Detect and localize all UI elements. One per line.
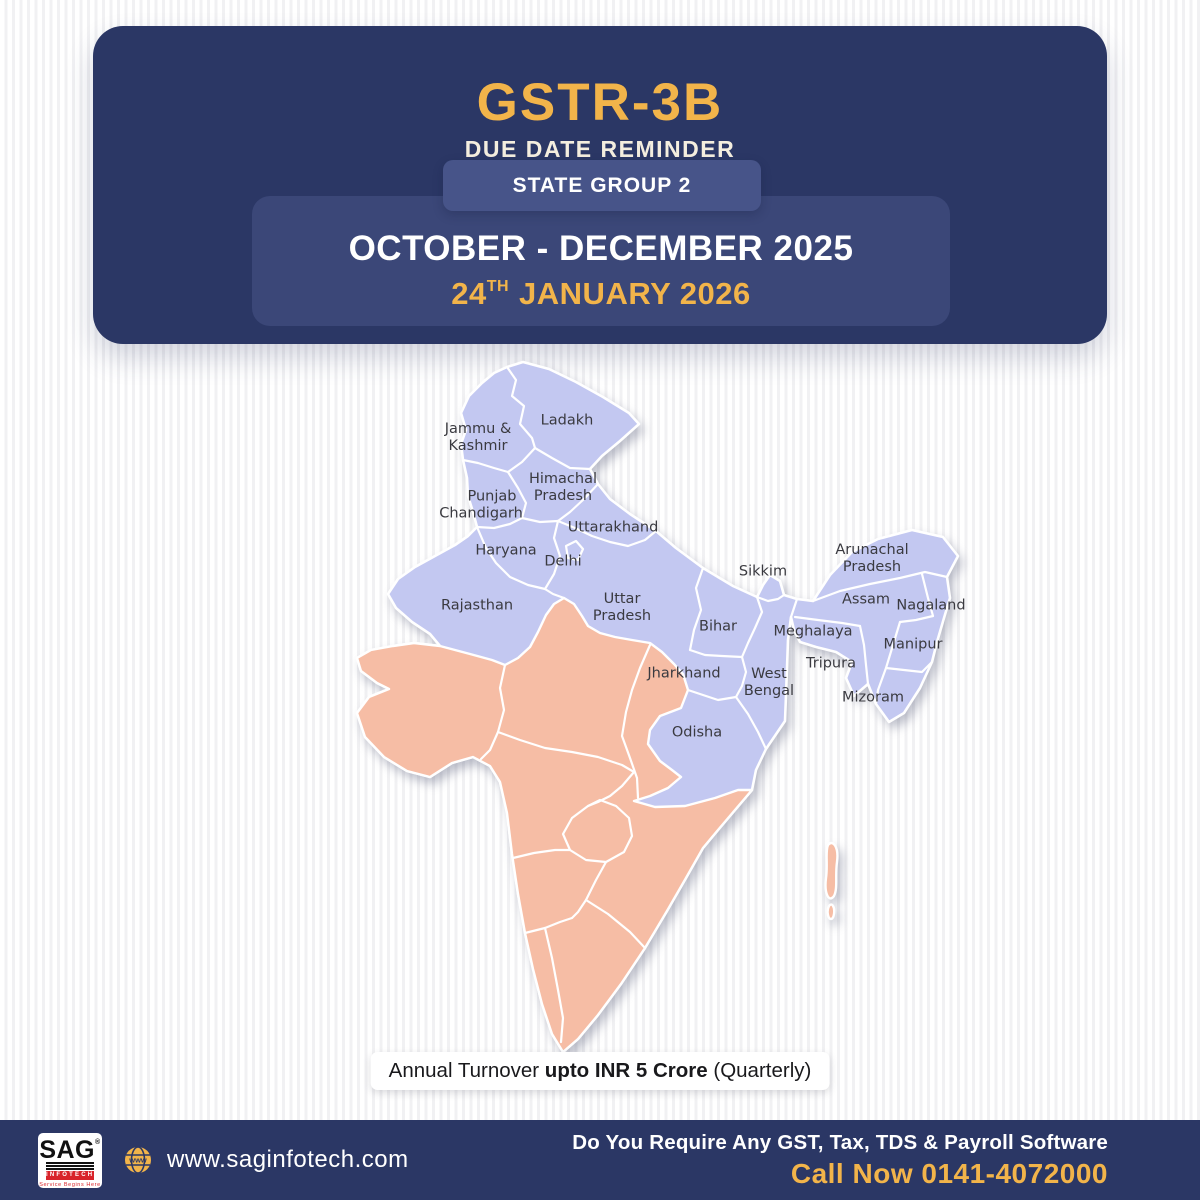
due-day: 24 [451,276,487,311]
registered-mark: ® [95,1139,101,1147]
due-date-panel: OCTOBER - DECEMBER 2025 24TH JANUARY 2026 [252,196,950,326]
due-date: 24TH JANUARY 2026 [252,276,950,312]
call-now-phone[interactable]: Call Now 0141-4072000 [790,1157,1108,1189]
logo-tagline: Service Begins Here [39,1181,101,1188]
logo-sag-text: SAG [39,1136,95,1165]
legend-suffix: (Quarterly) [707,1059,812,1082]
svg-text:www: www [128,1156,147,1165]
www-globe-icon: www [125,1146,151,1174]
due-day-suffix: TH [486,278,510,295]
footer-left: SAG® INFOTECH Service Begins Here www ww… [38,1132,409,1188]
other-states-region [355,596,754,1054]
filing-period: OCTOBER - DECEMBER 2025 [348,229,854,268]
footer-bar: SAG® INFOTECH Service Begins Here www ww… [0,1120,1200,1200]
due-month-year: JANUARY 2026 [519,276,751,311]
website-url[interactable]: www.saginfotech.com [167,1146,409,1173]
india-map-group [355,360,960,1054]
logo-wordmark: SAG® [39,1132,101,1165]
logo-infotech-bar: INFOTECH [46,1171,95,1181]
sag-infotech-logo: SAG® INFOTECH Service Begins Here [38,1132,102,1188]
logo-divider-lines [46,1162,94,1171]
state-borders-north [461,365,949,751]
footer-right: Do You Require Any GST, Tax, TDS & Payro… [572,1131,1108,1190]
state-group-badge: STATE GROUP 2 [443,160,761,211]
footer-question: Do You Require Any GST, Tax, TDS & Payro… [572,1130,1108,1154]
page-subtitle: DUE DATE REMINDER [464,136,736,162]
legend-highlight: upto INR 5 Crore [544,1059,708,1082]
header-card: GSTR-3B DUE DATE REMINDER OCTOBER - DECE… [93,26,1107,344]
page-title: GSTR-3B [476,73,724,132]
state-borders-south [479,643,652,1044]
legend-prefix: Annual Turnover [388,1059,545,1082]
turnover-legend: Annual Turnover upto INR 5 Crore (Quarte… [370,1052,830,1090]
andaman-islands [824,841,839,921]
